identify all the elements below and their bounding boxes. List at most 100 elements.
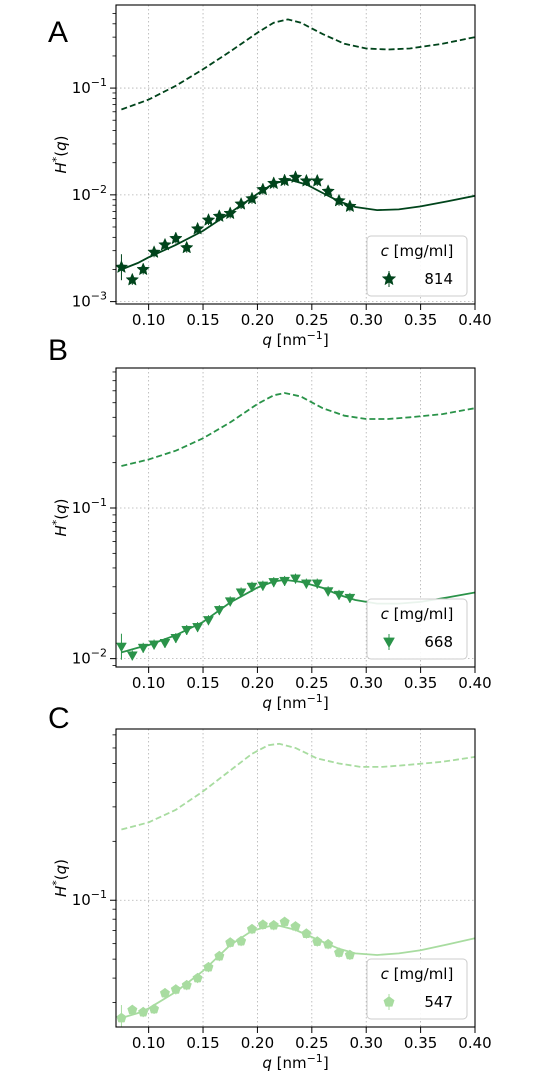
data-marker bbox=[322, 587, 334, 597]
plot-area bbox=[116, 18, 475, 286]
data-marker bbox=[181, 625, 193, 636]
legend-marker bbox=[383, 637, 395, 649]
data-marker bbox=[169, 231, 183, 245]
data-marker bbox=[277, 173, 292, 187]
panel-B: 10−2 10−1 0.10 0.15 0.20 0.25 0.30 0.35 0.40 c [m… bbox=[48, 334, 492, 712]
x-tick-label: 0.35 bbox=[404, 674, 437, 692]
data-marker bbox=[246, 923, 257, 934]
x-axis-label: q [nm−1] bbox=[262, 329, 328, 349]
y-tick-label: 10−1 bbox=[72, 496, 107, 517]
x-tick-label: 0.20 bbox=[241, 674, 274, 692]
data-marker bbox=[310, 173, 325, 187]
x-tick-label: 0.35 bbox=[404, 311, 437, 329]
data-marker bbox=[344, 949, 355, 960]
x-tick-label: 0.15 bbox=[186, 311, 219, 329]
data-marker bbox=[116, 642, 127, 653]
data-marker bbox=[170, 634, 182, 644]
x-tick-label: 0.35 bbox=[404, 1034, 437, 1052]
data-marker bbox=[321, 184, 335, 198]
x-tick-label: 0.25 bbox=[295, 1034, 328, 1052]
data-marker bbox=[300, 579, 312, 590]
data-marker bbox=[170, 984, 181, 994]
data-marker bbox=[136, 262, 151, 276]
x-tick-label: 0.30 bbox=[350, 674, 383, 692]
data-marker bbox=[288, 170, 303, 184]
legend-label: 547 bbox=[424, 993, 453, 1011]
panel-A: 10−3 10−2 10−1 0.10 0.15 0.20 0.25 0.30 0.35 0.40… bbox=[48, 4, 492, 349]
dashed-curve bbox=[121, 392, 475, 467]
y-tick-label: 10−3 bbox=[72, 290, 107, 311]
axes-frame bbox=[115, 728, 476, 1028]
data-marker bbox=[235, 588, 247, 598]
x-tick-label: 0.40 bbox=[458, 674, 491, 692]
panel-letter: A bbox=[48, 16, 68, 49]
data-marker bbox=[181, 979, 192, 990]
panel-C: 10−1 0.10 0.15 0.20 0.25 0.30 0.35 0.40 c [mg/ml… bbox=[48, 702, 492, 1072]
x-axis-label: q [nm−1] bbox=[262, 1052, 328, 1072]
legend-label: 814 bbox=[424, 270, 453, 288]
data-marker bbox=[256, 182, 270, 196]
x-tick-label: 0.30 bbox=[350, 1034, 383, 1052]
legend-marker bbox=[383, 996, 395, 1007]
y-axis-label: H*(q) bbox=[50, 498, 70, 536]
data-marker bbox=[190, 221, 205, 235]
legend-box bbox=[366, 598, 468, 660]
x-tick-label: 0.10 bbox=[132, 674, 165, 692]
solid-curve bbox=[121, 924, 475, 1019]
data-marker bbox=[312, 936, 323, 946]
data-marker bbox=[246, 582, 258, 593]
x-tick-label: 0.20 bbox=[241, 1034, 274, 1052]
x-tick-label: 0.40 bbox=[458, 311, 491, 329]
x-tick-label: 0.10 bbox=[132, 1034, 165, 1052]
data-marker bbox=[192, 972, 203, 983]
data-marker bbox=[149, 1003, 160, 1014]
data-marker bbox=[266, 176, 281, 190]
data-marker bbox=[116, 260, 129, 274]
data-marker bbox=[257, 919, 268, 929]
data-marker bbox=[301, 928, 312, 938]
x-tick-label: 0.30 bbox=[350, 311, 383, 329]
data-marker bbox=[203, 616, 214, 626]
data-marker bbox=[323, 938, 334, 949]
x-tick-label: 0.40 bbox=[458, 1034, 491, 1052]
dashed-curve bbox=[121, 18, 475, 111]
data-marker bbox=[279, 916, 290, 927]
legend-title: c [mg/ml] bbox=[381, 242, 454, 260]
data-marker bbox=[245, 191, 259, 205]
data-marker bbox=[148, 640, 160, 651]
data-marker bbox=[290, 921, 301, 931]
dashed-curve bbox=[121, 742, 475, 831]
legend-label: 668 bbox=[424, 633, 453, 651]
y-tick-label: 10−2 bbox=[72, 183, 107, 204]
data-marker bbox=[147, 245, 161, 259]
x-tick-label: 0.15 bbox=[186, 674, 219, 692]
legend-marker bbox=[381, 271, 397, 286]
y-tick-label: 10−2 bbox=[72, 647, 107, 668]
data-marker bbox=[159, 639, 171, 649]
panel-letter: C bbox=[48, 702, 70, 735]
axes-frame bbox=[115, 367, 476, 668]
data-marker bbox=[158, 237, 172, 251]
data-marker bbox=[179, 240, 194, 254]
data-marker bbox=[125, 272, 140, 286]
y-tick-label: 10−1 bbox=[72, 888, 107, 909]
x-tick-label: 0.20 bbox=[241, 311, 274, 329]
legend-title: c [mg/ml] bbox=[381, 605, 454, 623]
data-marker bbox=[213, 606, 225, 616]
y-tick-label: 10−1 bbox=[72, 76, 107, 97]
data-marker bbox=[236, 935, 247, 946]
data-marker bbox=[268, 578, 280, 588]
data-marker bbox=[268, 919, 279, 930]
x-axis-label: q [nm−1] bbox=[262, 692, 328, 712]
x-tick-label: 0.15 bbox=[186, 1034, 219, 1052]
data-marker bbox=[159, 987, 170, 998]
plot-area bbox=[116, 742, 475, 1027]
x-tick-label: 0.25 bbox=[295, 311, 328, 329]
x-tick-label: 0.10 bbox=[132, 311, 165, 329]
data-marker bbox=[332, 193, 346, 207]
data-marker bbox=[203, 961, 214, 972]
data-marker bbox=[225, 937, 236, 947]
data-marker bbox=[279, 576, 291, 587]
data-marker bbox=[214, 950, 225, 961]
